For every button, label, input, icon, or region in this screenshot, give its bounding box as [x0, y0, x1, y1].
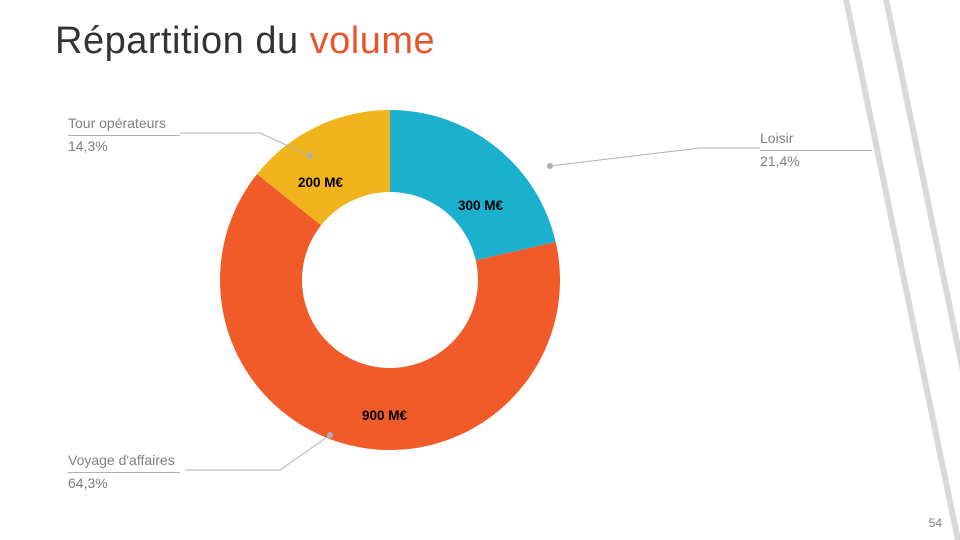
callout-loisir-name: Loisir: [760, 130, 872, 148]
callout-affaires-name: Voyage d'affaires: [68, 452, 180, 470]
page-title: Répartition du volume: [55, 20, 435, 63]
page-number: 54: [929, 516, 942, 530]
donut-chart: [220, 110, 560, 450]
title-part-2: volume: [310, 20, 436, 62]
slide: Répartition du volume 200 M€ 300 M€ 900 …: [0, 0, 960, 540]
leader-loisir: [550, 148, 760, 166]
donut-segment-loisir: [390, 110, 556, 260]
donut-svg: [220, 110, 560, 450]
value-label-tour: 200 M€: [298, 175, 343, 190]
callout-tour: Tour opérateurs 14,3%: [68, 115, 180, 155]
title-part-1: Répartition du: [55, 20, 310, 62]
callout-affaires-pct: 64,3%: [68, 475, 180, 493]
callout-loisir: Loisir 21,4%: [760, 130, 872, 170]
callout-affaires: Voyage d'affaires 64,3%: [68, 452, 180, 492]
callout-tour-name: Tour opérateurs: [68, 115, 180, 133]
callout-tour-rule: [68, 135, 180, 136]
value-label-loisir: 300 M€: [458, 198, 503, 213]
accent-line-2: [880, 0, 960, 540]
callout-affaires-rule: [68, 472, 180, 473]
callout-tour-pct: 14,3%: [68, 138, 180, 156]
callout-loisir-pct: 21,4%: [760, 153, 872, 171]
accent-line-1: [840, 0, 960, 540]
value-label-affaires: 900 M€: [362, 408, 407, 423]
accent-lines: [780, 0, 960, 540]
callout-loisir-rule: [760, 150, 872, 151]
